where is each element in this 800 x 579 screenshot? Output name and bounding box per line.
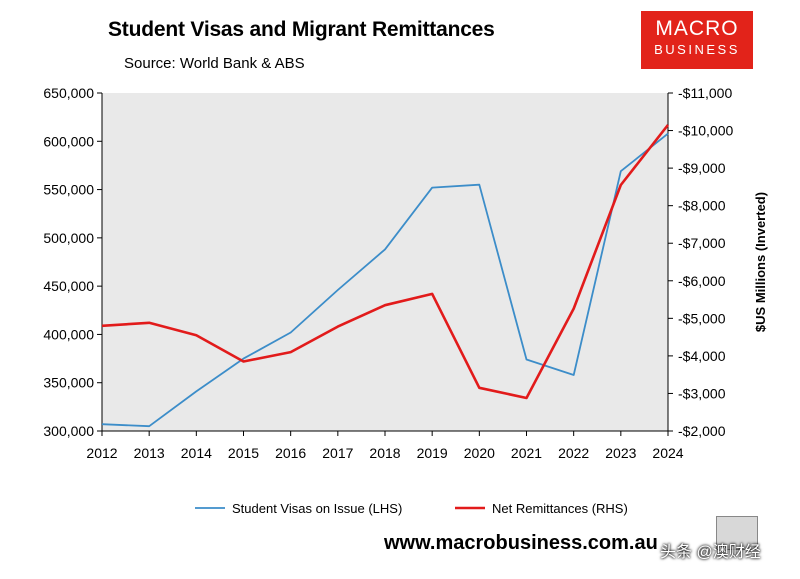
- x-tick-label: 2014: [181, 445, 212, 461]
- website-url[interactable]: www.macrobusiness.com.au: [384, 532, 658, 554]
- left-tick-label: 650,000: [43, 85, 94, 101]
- right-tick-label: -$10,000: [678, 123, 733, 139]
- x-tick-label: 2022: [558, 445, 589, 461]
- x-tick-label: 2012: [86, 445, 117, 461]
- series-line-student-visas: [101, 132, 669, 428]
- right-tick-label: -$3,000: [678, 385, 726, 401]
- x-tick-label: 2013: [134, 445, 165, 461]
- left-tick-label: 300,000: [43, 423, 94, 439]
- right-tick-label: -$7,000: [678, 235, 726, 251]
- right-tick-label: -$11,000: [678, 85, 732, 101]
- right-tick-label: -$4,000: [678, 348, 726, 364]
- x-tick-label: 2018: [369, 445, 400, 461]
- x-tick-label: 2023: [605, 445, 636, 461]
- right-tick-label: -$9,000: [678, 160, 726, 176]
- chart-subtitle: Source: World Bank & ABS: [124, 55, 305, 72]
- chart-title: Student Visas and Migrant Remittances: [108, 18, 495, 41]
- macro-business-logo: MACRO BUSINESS: [641, 11, 753, 69]
- right-tick-label: -$5,000: [678, 310, 726, 326]
- axes: 300,000 350,000 400,000 450,000 500,000 550,0…: [43, 85, 733, 461]
- animal-avatar-icon: [716, 516, 758, 550]
- logo-line2: BUSINESS: [654, 42, 740, 57]
- right-tick-label: -$2,000: [678, 423, 726, 439]
- left-tick-label: 450,000: [43, 278, 94, 294]
- left-tick-label: 400,000: [43, 326, 94, 342]
- x-tick-label: 2024: [652, 445, 683, 461]
- left-tick-label: 600,000: [43, 133, 94, 149]
- legend-label: Student Visas on Issue (LHS): [232, 501, 402, 516]
- series-layer: [101, 124, 670, 428]
- plot-area: [102, 93, 668, 431]
- legend: Student Visas on Issue (LHS) Net Remittan…: [195, 501, 628, 516]
- left-tick-label: 500,000: [43, 230, 94, 246]
- x-tick-label: 2015: [228, 445, 259, 461]
- x-tick-label: 2019: [417, 445, 448, 461]
- left-tick-label: 550,000: [43, 182, 94, 198]
- x-tick-label: 2021: [511, 445, 542, 461]
- right-tick-label: -$6,000: [678, 273, 726, 289]
- left-tick-label: 350,000: [43, 375, 94, 391]
- x-tick-label: 2016: [275, 445, 306, 461]
- logo-line1: MACRO: [655, 17, 739, 40]
- right-tick-label: -$8,000: [678, 198, 726, 214]
- x-tick-label: 2020: [464, 445, 495, 461]
- series-line-net-remittances: [101, 124, 670, 400]
- legend-label: Net Remittances (RHS): [492, 501, 628, 516]
- watermark-text: 头条 @澳财经: [660, 544, 761, 561]
- right-axis-label: $US Millions (Inverted): [753, 192, 768, 332]
- x-tick-label: 2017: [322, 445, 353, 461]
